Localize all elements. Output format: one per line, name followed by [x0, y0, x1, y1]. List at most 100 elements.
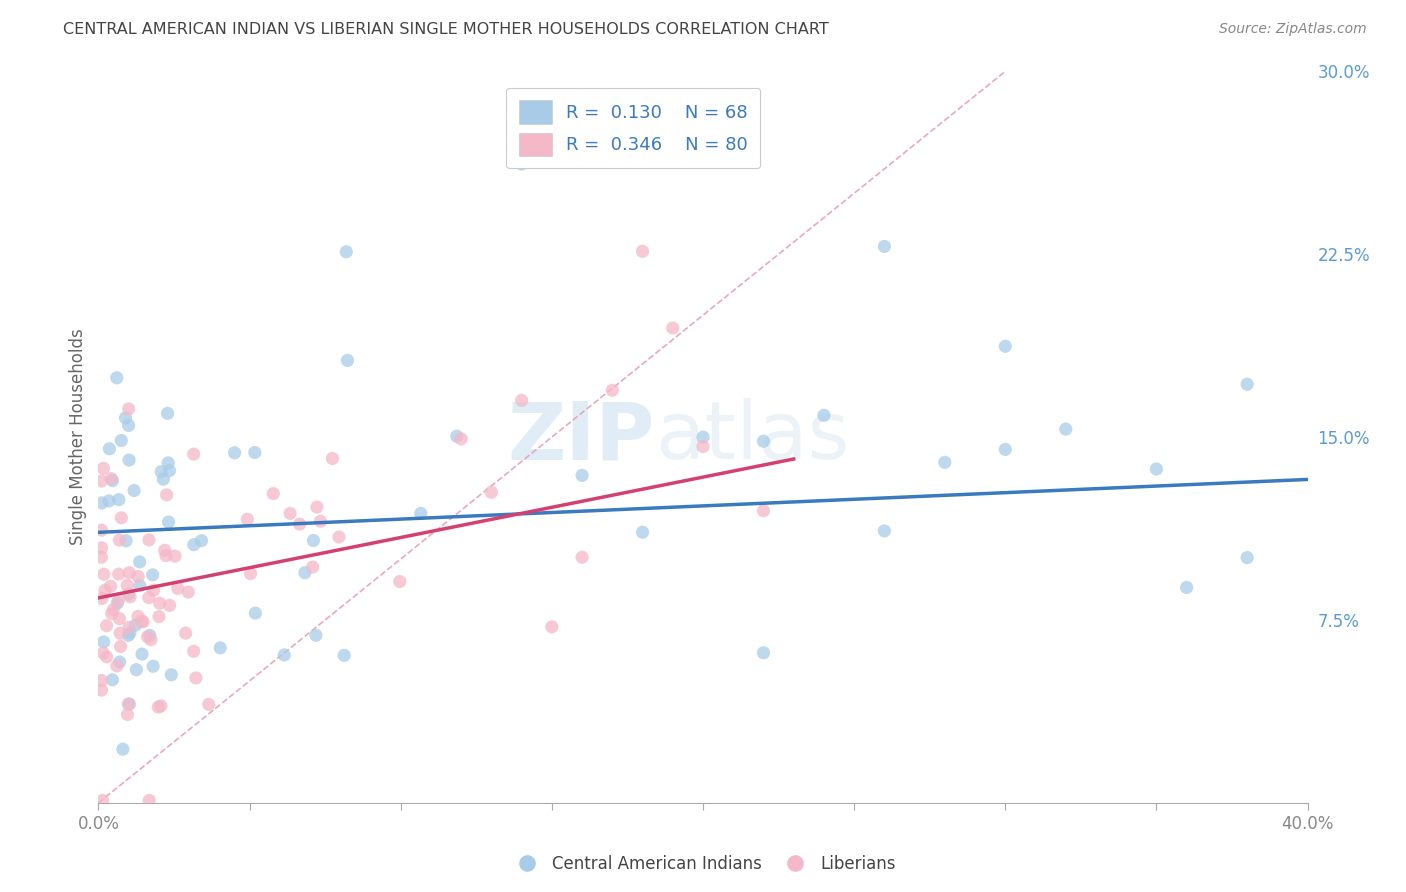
Point	[336, 353, 359, 368]
Point	[93, 635, 115, 649]
Point	[163, 549, 186, 563]
Point	[107, 567, 129, 582]
Point	[100, 472, 122, 486]
Point	[107, 593, 129, 607]
Point	[157, 515, 180, 529]
Point	[661, 321, 683, 335]
Point	[183, 644, 205, 658]
Point	[309, 514, 332, 528]
Point	[111, 742, 134, 756]
Point	[90, 550, 112, 565]
Point	[631, 525, 654, 540]
Point	[481, 485, 503, 500]
Point	[96, 649, 118, 664]
Point	[183, 538, 205, 552]
Point	[91, 591, 114, 606]
Point	[108, 626, 131, 640]
Point	[90, 673, 112, 688]
Point	[91, 793, 114, 807]
Point	[159, 464, 181, 478]
Point	[305, 628, 328, 642]
Point	[302, 533, 325, 548]
Point	[166, 582, 188, 596]
Point	[149, 596, 172, 610]
Point	[138, 591, 160, 605]
Point	[157, 456, 180, 470]
Point	[305, 500, 328, 515]
Point	[288, 517, 311, 532]
Point	[142, 659, 165, 673]
Point	[752, 504, 775, 518]
Point	[115, 533, 138, 548]
Point	[333, 648, 356, 663]
Point	[150, 465, 173, 479]
Point	[174, 626, 197, 640]
Text: ZIP: ZIP	[508, 398, 655, 476]
Point	[96, 618, 118, 632]
Point	[153, 543, 176, 558]
Point	[124, 618, 146, 632]
Point	[108, 533, 131, 548]
Point	[934, 455, 956, 469]
Point	[321, 451, 343, 466]
Point	[100, 607, 122, 621]
Point	[93, 461, 115, 475]
Point	[90, 523, 112, 537]
Point	[142, 567, 165, 582]
Point	[105, 371, 128, 385]
Point	[510, 393, 533, 408]
Text: atlas: atlas	[655, 398, 849, 476]
Point	[156, 406, 179, 420]
Point	[224, 446, 246, 460]
Point	[103, 603, 125, 617]
Point	[117, 707, 139, 722]
Point	[127, 569, 149, 583]
Point	[245, 606, 267, 620]
Point	[1054, 422, 1077, 436]
Text: Source: ZipAtlas.com: Source: ZipAtlas.com	[1219, 22, 1367, 37]
Point	[159, 599, 181, 613]
Point	[209, 640, 232, 655]
Point	[114, 410, 136, 425]
Point	[294, 566, 316, 580]
Point	[105, 659, 128, 673]
Point	[108, 655, 131, 669]
Point	[335, 244, 357, 259]
Legend: Central American Indians, Liberians: Central American Indians, Liberians	[503, 848, 903, 880]
Point	[148, 700, 170, 714]
Point	[120, 590, 142, 604]
Point	[571, 468, 593, 483]
Point	[540, 620, 562, 634]
Point	[873, 524, 896, 538]
Point	[994, 442, 1017, 457]
Point	[97, 494, 120, 508]
Point	[156, 488, 179, 502]
Point	[110, 511, 132, 525]
Point	[1236, 550, 1258, 565]
Point	[450, 432, 472, 446]
Legend: R =  0.130    N = 68, R =  0.346    N = 80: R = 0.130 N = 68, R = 0.346 N = 80	[506, 87, 761, 169]
Point	[197, 698, 219, 712]
Point	[1236, 377, 1258, 392]
Point	[128, 579, 150, 593]
Point	[131, 614, 153, 628]
Point	[117, 628, 139, 642]
Point	[139, 628, 162, 642]
Text: CENTRAL AMERICAN INDIAN VS LIBERIAN SINGLE MOTHER HOUSEHOLDS CORRELATION CHART: CENTRAL AMERICAN INDIAN VS LIBERIAN SING…	[63, 22, 830, 37]
Point	[571, 550, 593, 565]
Point	[101, 474, 124, 488]
Point	[100, 579, 122, 593]
Point	[118, 626, 141, 640]
Point	[107, 492, 129, 507]
Point	[149, 698, 172, 713]
Point	[142, 583, 165, 598]
Point	[127, 609, 149, 624]
Point	[184, 671, 207, 685]
Point	[994, 339, 1017, 353]
Point	[239, 566, 262, 581]
Point	[752, 434, 775, 449]
Point	[118, 453, 141, 467]
Point	[90, 474, 112, 488]
Point	[118, 401, 141, 416]
Point	[101, 673, 124, 687]
